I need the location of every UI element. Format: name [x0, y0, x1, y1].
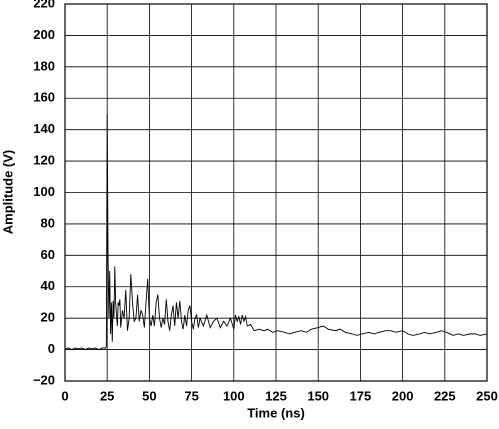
x-tick-label: 75 [184, 388, 198, 403]
y-tick-label: 140 [33, 121, 55, 136]
x-tick-label: 50 [142, 388, 156, 403]
x-tick-label: 225 [434, 388, 456, 403]
x-tick-label: 100 [223, 388, 245, 403]
y-tick-label: 0 [48, 341, 55, 356]
y-tick-label: 180 [33, 58, 55, 73]
x-tick-label: 150 [307, 388, 329, 403]
y-tick-label: 100 [33, 184, 55, 199]
y-tick-label: 160 [33, 90, 55, 105]
x-tick-label: 200 [392, 388, 414, 403]
y-tick-label: 80 [41, 215, 55, 230]
y-tick-label: 60 [41, 247, 55, 262]
plot-frame [64, 3, 488, 382]
x-tick-label: 25 [100, 388, 114, 403]
y-tick-label: 220 [33, 0, 55, 10]
y-tick-label: 40 [41, 278, 55, 293]
x-tick-label: 125 [265, 388, 287, 403]
waveform-line [64, 113, 488, 351]
y-axis-title: Amplitude (V) [0, 150, 15, 235]
x-axis-title: Time (ns) [247, 405, 305, 420]
y-tick-label: −20 [33, 372, 55, 387]
y-tick-label: 120 [33, 153, 55, 168]
x-tick-label: 0 [61, 388, 68, 403]
x-tick-label: 175 [350, 388, 372, 403]
x-tick-label: 250 [476, 388, 498, 403]
y-tick-label: 20 [41, 310, 55, 325]
y-tick-label: 200 [33, 27, 55, 42]
